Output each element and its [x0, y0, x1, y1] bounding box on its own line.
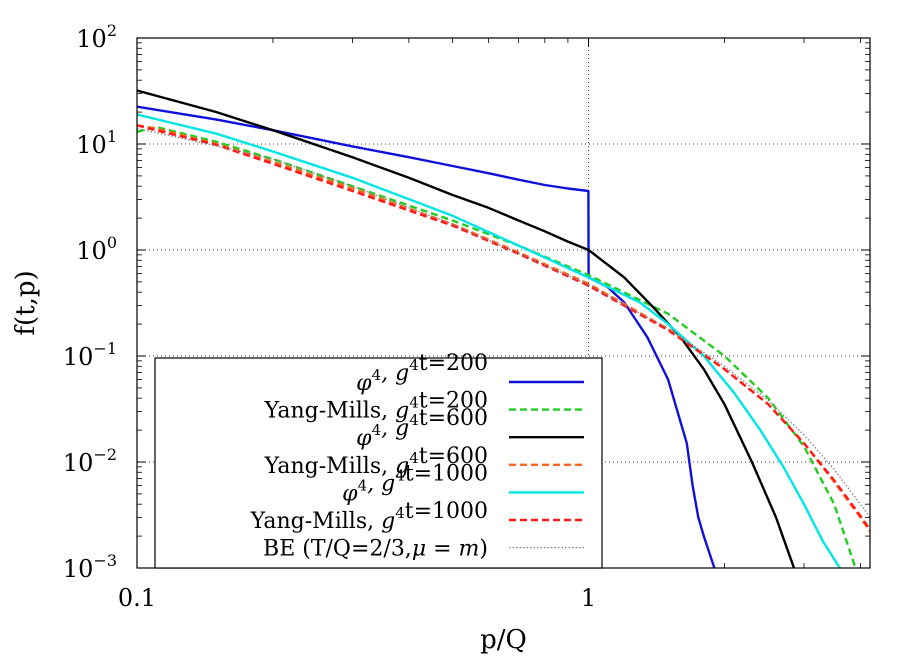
series-line-1 [137, 105, 716, 568]
grid [137, 38, 870, 568]
legend-label: Yang-Mills, g4t=1000 [250, 499, 488, 534]
legend-label: φ4, g4t=1000 [342, 461, 488, 506]
series-line-3 [137, 89, 796, 568]
series-line-2 [137, 125, 857, 568]
legend-label: φ4, g4t=600 [356, 406, 488, 451]
y-tick-label: 10−3 [63, 551, 117, 583]
series-line-5 [137, 113, 841, 568]
series-line-6 [137, 124, 870, 531]
x-axis-label: p/Q [480, 625, 527, 655]
x-tick-label: 0.1 [118, 584, 156, 612]
series-layer [137, 89, 870, 568]
legend-box [154, 357, 603, 569]
y-tick-label: 10−2 [63, 445, 117, 477]
legend-label: BE (T/Q=2/3,μ = m) [263, 537, 488, 562]
y-tick-label: 101 [76, 127, 117, 159]
legend-label: Yang-Mills, g4t=200 [264, 389, 488, 424]
x-tick-label: 1 [581, 584, 596, 612]
y-tick-label: 10−1 [63, 339, 117, 371]
y-tick-label: 100 [76, 233, 117, 265]
series-line-7 [137, 127, 870, 518]
y-tick-label: 102 [76, 21, 117, 53]
y-axis-label: f(t,p) [11, 270, 41, 335]
legend-label: Yang-Mills, g4t=600 [264, 444, 488, 479]
legend-label: φ4, g4t=200 [356, 351, 488, 396]
